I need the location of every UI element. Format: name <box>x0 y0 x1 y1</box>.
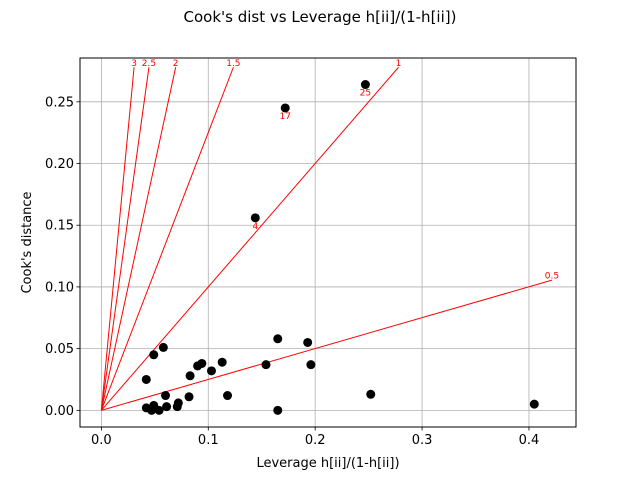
data-point <box>193 361 203 371</box>
reference-line <box>100 67 177 411</box>
y-axis-label: Cook's distance <box>20 191 35 293</box>
point-label: 4 <box>252 222 258 232</box>
data-point <box>162 402 172 412</box>
reference-line-label: 1 <box>396 59 402 69</box>
reference-line <box>100 67 135 411</box>
data-point <box>273 405 283 415</box>
x-axis-ticks: 0.0 0.1 0.2 0.3 0.4 <box>91 427 539 448</box>
data-point <box>360 80 370 90</box>
point-label: 25 <box>360 89 371 99</box>
data-point <box>141 403 151 413</box>
x-tick-label: 0.0 <box>91 433 112 448</box>
data-point <box>161 391 171 401</box>
data-point <box>250 213 260 223</box>
data-point <box>141 374 151 384</box>
y-tick-label: 0.15 <box>45 219 74 234</box>
y-axis-ticks: 0.00 0.05 0.10 0.15 0.20 0.25 <box>45 95 80 419</box>
x-tick-label: 0.1 <box>198 433 219 448</box>
point-label: 17 <box>280 112 291 122</box>
data-point <box>149 350 159 360</box>
data-point <box>158 342 168 352</box>
data-point <box>306 360 316 370</box>
data-point <box>206 366 216 376</box>
x-axis-label: Leverage h[ii]/(1-h[ii]) <box>256 456 399 471</box>
data-point <box>185 371 195 381</box>
reference-line-label: 1.5 <box>226 59 240 69</box>
y-tick-label: 0.25 <box>45 95 74 110</box>
y-tick-label: 0.00 <box>45 404 74 419</box>
reference-line-label: 3 <box>131 59 137 69</box>
data-point <box>172 402 182 412</box>
data-point <box>261 360 271 370</box>
reference-line <box>100 67 234 411</box>
reference-line-label: 2.5 <box>142 59 156 69</box>
y-tick-label: 0.10 <box>45 280 74 295</box>
plot-frame <box>79 57 577 428</box>
data-point <box>184 392 194 402</box>
data-point <box>529 399 539 409</box>
reference-line-label: 0.5 <box>545 272 559 282</box>
data-point <box>303 337 313 347</box>
data-point <box>366 389 376 399</box>
reference-line-label: 2 <box>173 59 179 69</box>
reference-line <box>101 279 553 411</box>
data-point <box>280 103 290 113</box>
x-tick-label: 0.3 <box>412 433 433 448</box>
data-point <box>273 334 283 344</box>
x-tick-label: 0.2 <box>305 433 326 448</box>
chart-title: Cook's dist vs Leverage h[ii]/(1-h[ii]) <box>184 8 457 26</box>
reference-line <box>100 67 150 411</box>
data-point <box>223 391 233 401</box>
y-tick-label: 0.05 <box>45 342 74 357</box>
point-labels: 25 17 4 <box>252 89 371 232</box>
y-tick-label: 0.20 <box>45 157 74 172</box>
data-point <box>217 357 227 367</box>
scatter-points <box>141 80 539 415</box>
x-tick-label: 0.4 <box>519 433 540 448</box>
